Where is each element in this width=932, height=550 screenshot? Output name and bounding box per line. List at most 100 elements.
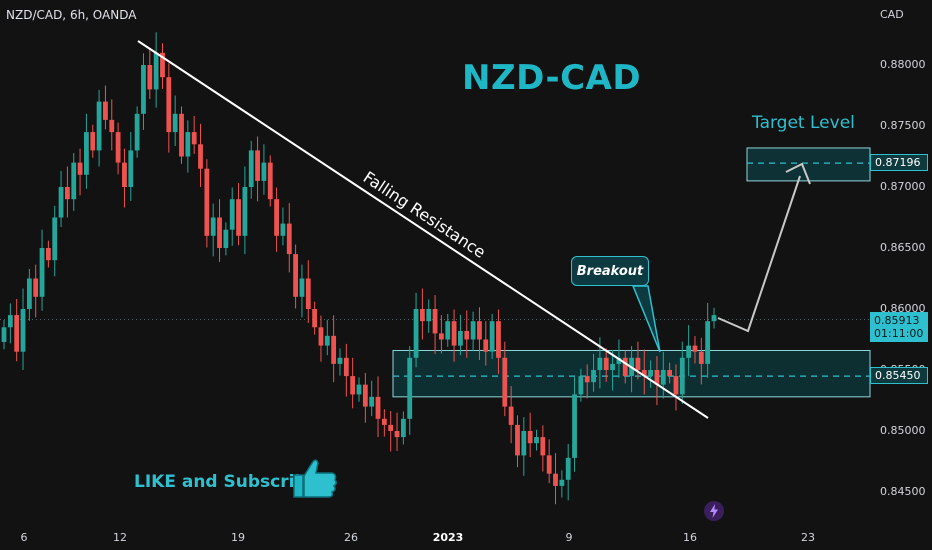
candle	[451, 309, 457, 362]
candle-body	[559, 479, 565, 486]
candle	[635, 341, 641, 380]
candle-body	[439, 333, 444, 340]
candle-body	[496, 321, 501, 358]
thumbs-up-icon	[293, 459, 338, 498]
y-tick-label: 0.86000	[880, 302, 926, 315]
candle	[419, 288, 425, 340]
candle-body	[641, 370, 647, 377]
candle	[33, 264, 39, 318]
candle	[464, 310, 470, 358]
candle	[400, 411, 406, 445]
candle-body	[419, 309, 425, 322]
candle	[236, 183, 241, 246]
candle	[229, 187, 235, 246]
candle	[394, 412, 400, 452]
x-tick-label: 16	[683, 531, 697, 544]
candle-body	[160, 52, 165, 78]
candle	[122, 148, 127, 208]
candle-body	[179, 113, 184, 157]
candle-body	[14, 315, 20, 352]
breakout-pointer	[631, 285, 661, 353]
candle	[711, 307, 717, 329]
candle-body	[64, 187, 70, 200]
candle-body	[7, 315, 13, 328]
candle-body	[375, 396, 381, 419]
candle-body	[648, 370, 654, 377]
candle-body	[33, 278, 39, 297]
candle-body	[705, 321, 711, 364]
candle-body	[667, 370, 673, 377]
candle	[261, 144, 267, 195]
candle	[153, 32, 159, 108]
candle	[223, 222, 229, 256]
candle	[534, 429, 539, 451]
candle	[312, 301, 318, 335]
candle-body	[122, 162, 127, 187]
candle-body	[134, 113, 140, 151]
candle-body	[337, 357, 343, 364]
candle	[375, 376, 381, 438]
candle	[134, 106, 140, 158]
candle-body	[58, 187, 64, 218]
candle-body	[616, 357, 622, 364]
target-level-label: Target Level	[752, 113, 855, 133]
candle-body	[362, 384, 368, 407]
candle	[274, 187, 279, 252]
candle	[705, 302, 711, 378]
falling-resistance-label: Falling Resistance	[360, 167, 489, 261]
target-price-badge: 0.87196	[870, 154, 928, 171]
candle-body	[141, 65, 146, 114]
candle-body	[242, 187, 248, 236]
x-tick-label: 26	[344, 531, 358, 544]
falling-resistance-line	[137, 40, 709, 419]
candle-body	[305, 278, 311, 309]
x-tick-label: 6	[20, 531, 28, 544]
candle	[1, 319, 7, 350]
candle	[477, 307, 482, 360]
candle	[673, 364, 679, 411]
candle-body	[274, 199, 279, 236]
candle	[217, 199, 222, 262]
candle-body	[312, 309, 318, 328]
candle	[90, 124, 96, 158]
candle	[179, 106, 184, 164]
candle	[147, 48, 153, 99]
candle	[128, 132, 134, 201]
candle	[413, 292, 419, 368]
candle-body	[451, 321, 457, 346]
candle	[318, 315, 324, 362]
candle-body	[356, 384, 362, 395]
candle-body	[426, 309, 432, 322]
candle	[71, 153, 77, 211]
candle-body	[597, 357, 603, 370]
candle	[381, 409, 387, 437]
candle	[280, 207, 286, 246]
candle-body	[610, 363, 615, 370]
candle	[77, 148, 83, 196]
candle	[84, 113, 89, 189]
candle-body	[210, 217, 216, 236]
candle-body	[432, 309, 438, 334]
candle-body	[635, 357, 641, 370]
candle	[565, 443, 571, 501]
candle-body	[622, 357, 628, 377]
candle	[255, 136, 260, 202]
candle	[426, 299, 432, 333]
candle-body	[166, 77, 172, 133]
countdown-value: 01:11:00	[874, 327, 924, 340]
candle	[686, 325, 692, 377]
y-tick-label: 0.84500	[880, 485, 926, 498]
candle-body	[711, 315, 717, 322]
candle	[26, 268, 32, 321]
candle-body	[293, 254, 299, 297]
candle-body	[299, 278, 305, 297]
candle	[432, 295, 438, 354]
candle-body	[508, 406, 514, 425]
candle	[14, 298, 20, 362]
candle-body	[407, 357, 413, 419]
candle	[458, 314, 463, 356]
y-tick-label: 0.87500	[880, 119, 926, 132]
candle-body	[255, 150, 260, 181]
lightning-icon[interactable]	[704, 501, 724, 521]
